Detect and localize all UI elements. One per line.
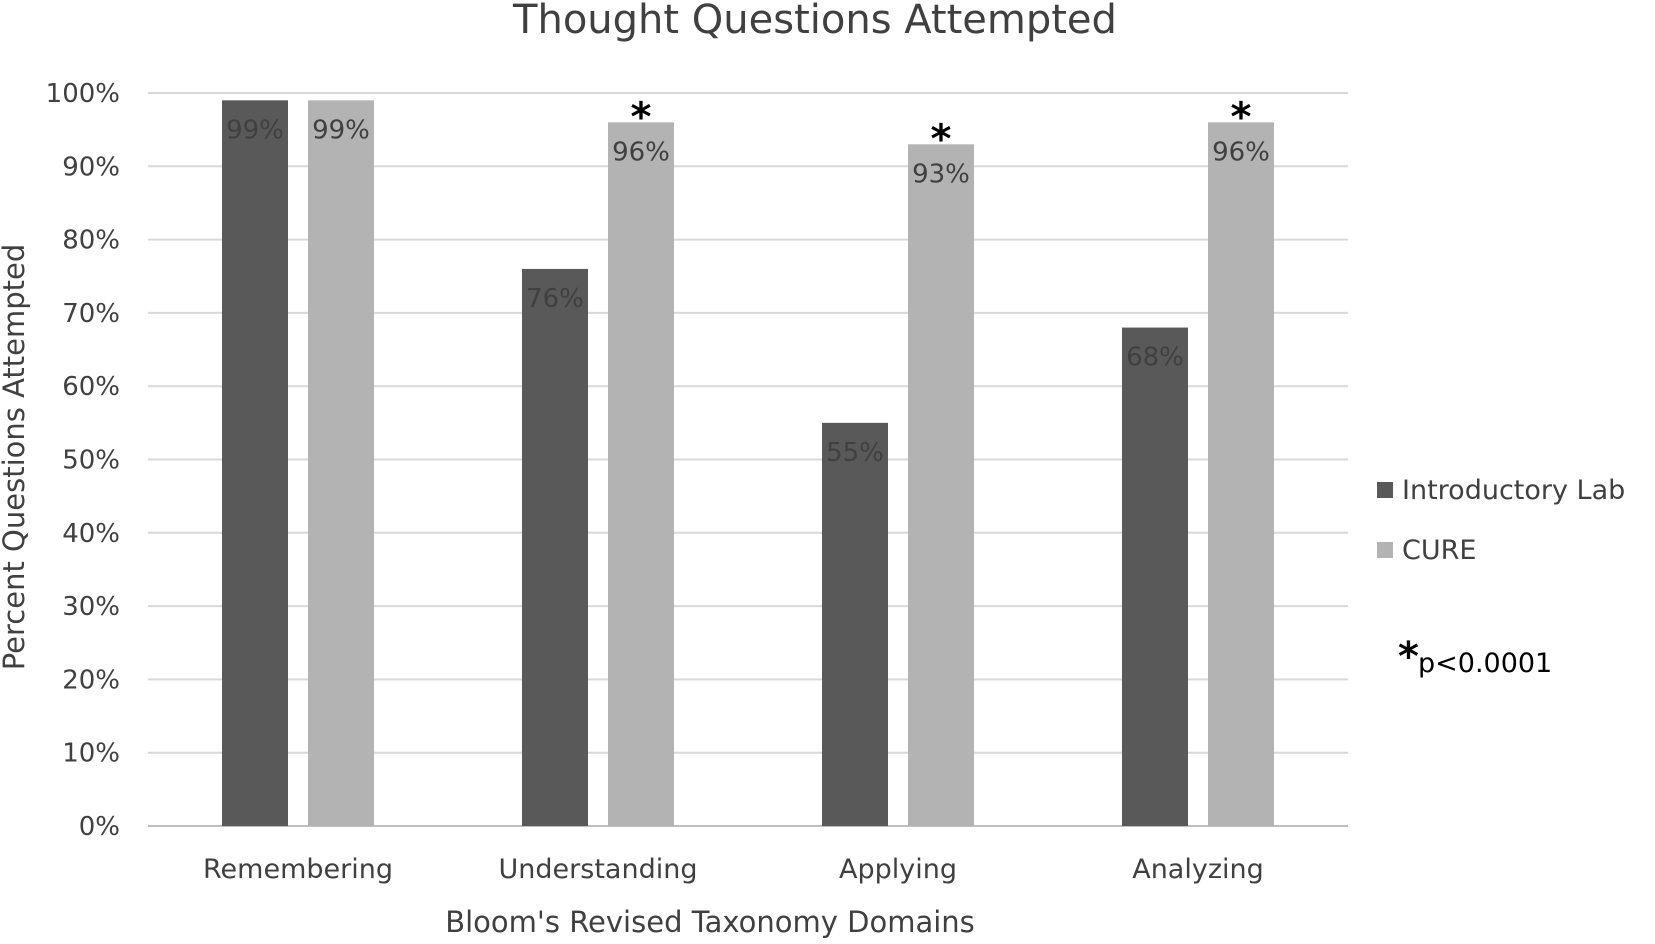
x-axis-label: Bloom's Revised Taxonomy Domains [445,905,975,939]
significance-note-text: p<0.0001 [1418,648,1552,679]
bar-introductory-lab [1122,327,1188,826]
data-label: 76% [526,284,584,314]
bar-cure [608,122,674,826]
x-tick-label: Analyzing [1132,854,1264,885]
bar-cure [1208,122,1274,826]
legend: Introductory Lab CURE [1377,475,1625,566]
data-label: 96% [612,137,670,167]
bar-introductory-lab [222,100,288,826]
y-tick-label: 40% [62,519,120,549]
bar-introductory-lab [822,422,888,826]
bar-cure [308,100,374,826]
data-label: 93% [912,159,970,189]
x-axis-ticks: Remembering Understanding Applying Analyzin… [203,854,1264,885]
data-label: 99% [312,115,370,145]
x-tick-label: Understanding [499,854,698,885]
legend-swatch-introductory-lab [1377,482,1393,498]
significance-star: * [931,116,952,162]
chart-title: Thought Questions Attempted [512,0,1117,43]
bar-cure [908,144,974,826]
y-axis-label: Percent Questions Attempted [0,244,31,671]
legend-label-cure: CURE [1402,535,1476,566]
y-tick-label: 70% [62,299,120,329]
y-tick-label: 90% [62,152,120,182]
legend-swatch-cure [1377,542,1393,558]
bars [222,100,1274,826]
data-label: 68% [1126,343,1184,373]
data-label: 55% [826,438,884,468]
y-tick-label: 60% [62,372,120,402]
x-tick-label: Remembering [203,854,393,885]
significance-note: * p<0.0001 [1398,634,1552,680]
y-axis-ticks: 0% 10% 20% 30% 40% 50% 60% 70% 80% 90% 100% [46,79,120,842]
legend-label-introductory-lab: Introductory Lab [1402,475,1625,506]
x-tick-label: Applying [839,854,957,885]
data-labels: 99% 99% 76% 96% 55% 93% 68% 96% [226,115,1270,468]
significance-markers: * * * [631,94,1252,162]
y-tick-label: 10% [62,739,120,769]
significance-star: * [1231,94,1252,140]
bar-introductory-lab [522,268,588,826]
y-tick-label: 30% [62,592,120,622]
y-tick-label: 50% [62,446,120,476]
significance-note-marker: * [1398,634,1419,680]
significance-star: * [631,94,652,140]
y-tick-label: 80% [62,226,120,256]
data-label: 96% [1212,137,1270,167]
data-label: 99% [226,115,284,145]
y-tick-label: 0% [79,812,120,842]
y-tick-label: 100% [46,79,120,109]
y-tick-label: 20% [62,665,120,695]
